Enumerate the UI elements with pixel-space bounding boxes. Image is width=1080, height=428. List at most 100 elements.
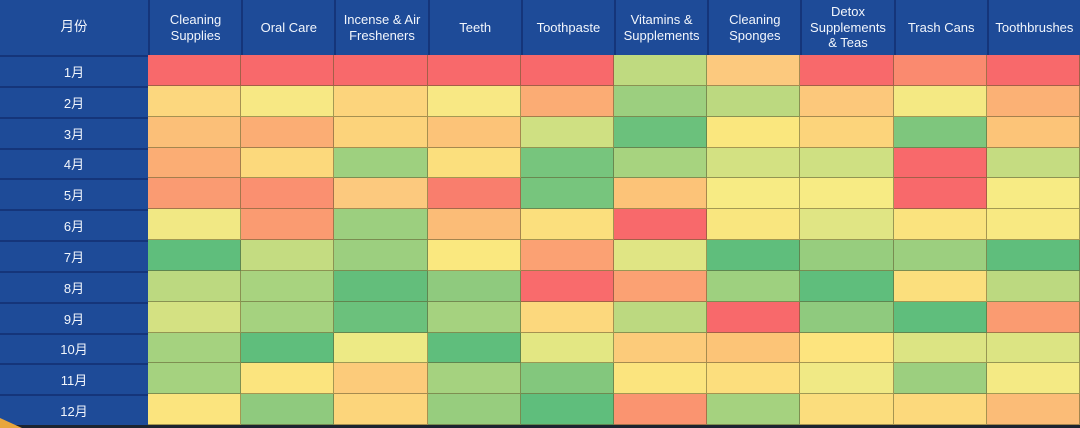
heatmap-cell[interactable]	[241, 240, 335, 271]
heatmap-cell[interactable]	[800, 147, 894, 179]
heatmap-cell[interactable]	[334, 209, 428, 240]
heatmap-cell[interactable]	[707, 394, 801, 425]
heatmap-cell[interactable]	[427, 363, 521, 395]
heatmap-cell[interactable]	[427, 85, 521, 117]
heatmap-cell[interactable]	[148, 363, 242, 395]
heatmap-cell[interactable]	[613, 85, 708, 117]
heatmap-cell[interactable]	[707, 363, 801, 395]
heatmap-cell[interactable]	[241, 332, 335, 364]
heatmap-cell[interactable]	[893, 332, 987, 364]
heatmap-cell[interactable]	[800, 178, 894, 210]
heatmap-cell[interactable]	[520, 147, 614, 179]
heatmap-cell[interactable]	[893, 363, 987, 395]
heatmap-cell[interactable]	[986, 209, 1080, 240]
heatmap-cell[interactable]	[241, 363, 335, 395]
heatmap-cell[interactable]	[707, 85, 801, 117]
heatmap-cell[interactable]	[241, 301, 335, 333]
heatmap-cell[interactable]	[893, 85, 987, 117]
heatmap-cell[interactable]	[707, 240, 801, 271]
heatmap-cell[interactable]	[613, 363, 708, 395]
heatmap-cell[interactable]	[520, 85, 614, 117]
heatmap-cell[interactable]	[800, 301, 894, 333]
heatmap-cell[interactable]	[800, 332, 894, 364]
heatmap-cell[interactable]	[707, 270, 801, 302]
heatmap-cell[interactable]	[893, 55, 987, 86]
heatmap-cell[interactable]	[334, 147, 428, 179]
heatmap-cell[interactable]	[334, 363, 428, 395]
heatmap-cell[interactable]	[707, 178, 801, 210]
heatmap-cell[interactable]	[427, 209, 521, 240]
heatmap-cell[interactable]	[427, 240, 521, 271]
heatmap-cell[interactable]	[893, 270, 987, 302]
heatmap-cell[interactable]	[148, 270, 242, 302]
heatmap-cell[interactable]	[148, 178, 242, 210]
heatmap-cell[interactable]	[334, 116, 428, 148]
heatmap-cell[interactable]	[334, 55, 428, 86]
heatmap-cell[interactable]	[986, 301, 1080, 333]
heatmap-cell[interactable]	[800, 240, 894, 271]
heatmap-cell[interactable]	[241, 270, 335, 302]
heatmap-cell[interactable]	[520, 116, 614, 148]
heatmap-cell[interactable]	[707, 116, 801, 148]
heatmap-cell[interactable]	[241, 178, 335, 210]
heatmap-cell[interactable]	[893, 178, 987, 210]
heatmap-cell[interactable]	[241, 55, 335, 86]
heatmap-cell[interactable]	[148, 301, 242, 333]
heatmap-cell[interactable]	[148, 209, 242, 240]
heatmap-cell[interactable]	[986, 363, 1080, 395]
heatmap-cell[interactable]	[986, 394, 1080, 425]
heatmap-cell[interactable]	[520, 240, 614, 271]
heatmap-cell[interactable]	[241, 147, 335, 179]
heatmap-cell[interactable]	[800, 363, 894, 395]
heatmap-cell[interactable]	[520, 55, 614, 86]
heatmap-cell[interactable]	[986, 332, 1080, 364]
heatmap-cell[interactable]	[334, 178, 428, 210]
heatmap-cell[interactable]	[148, 332, 242, 364]
heatmap-cell[interactable]	[334, 85, 428, 117]
heatmap-cell[interactable]	[334, 394, 428, 425]
heatmap-cell[interactable]	[986, 240, 1080, 271]
heatmap-cell[interactable]	[148, 116, 242, 148]
heatmap-cell[interactable]	[613, 178, 708, 210]
heatmap-cell[interactable]	[334, 270, 428, 302]
heatmap-cell[interactable]	[800, 85, 894, 117]
heatmap-cell[interactable]	[520, 394, 614, 425]
heatmap-cell[interactable]	[800, 270, 894, 302]
heatmap-cell[interactable]	[893, 394, 987, 425]
heatmap-cell[interactable]	[520, 178, 614, 210]
heatmap-cell[interactable]	[334, 240, 428, 271]
heatmap-cell[interactable]	[893, 301, 987, 333]
heatmap-cell[interactable]	[427, 55, 521, 86]
heatmap-cell[interactable]	[986, 55, 1080, 86]
heatmap-cell[interactable]	[148, 85, 242, 117]
heatmap-cell[interactable]	[613, 270, 708, 302]
heatmap-cell[interactable]	[613, 147, 708, 179]
heatmap-cell[interactable]	[613, 55, 708, 86]
heatmap-cell[interactable]	[148, 240, 242, 271]
heatmap-cell[interactable]	[148, 394, 242, 425]
heatmap-cell[interactable]	[613, 394, 708, 425]
heatmap-cell[interactable]	[241, 394, 335, 425]
heatmap-cell[interactable]	[613, 116, 708, 148]
heatmap-cell[interactable]	[613, 240, 708, 271]
heatmap-cell[interactable]	[800, 55, 894, 86]
heatmap-cell[interactable]	[520, 209, 614, 240]
heatmap-cell[interactable]	[241, 85, 335, 117]
heatmap-cell[interactable]	[148, 55, 242, 86]
heatmap-cell[interactable]	[707, 332, 801, 364]
heatmap-cell[interactable]	[986, 178, 1080, 210]
heatmap-cell[interactable]	[520, 363, 614, 395]
heatmap-cell[interactable]	[800, 394, 894, 425]
heatmap-cell[interactable]	[707, 301, 801, 333]
heatmap-cell[interactable]	[707, 55, 801, 86]
heatmap-cell[interactable]	[427, 178, 521, 210]
heatmap-cell[interactable]	[893, 147, 987, 179]
heatmap-cell[interactable]	[148, 147, 242, 179]
heatmap-cell[interactable]	[427, 147, 521, 179]
heatmap-cell[interactable]	[241, 116, 335, 148]
heatmap-cell[interactable]	[707, 147, 801, 179]
heatmap-cell[interactable]	[986, 147, 1080, 179]
heatmap-cell[interactable]	[427, 270, 521, 302]
heatmap-cell[interactable]	[334, 332, 428, 364]
heatmap-cell[interactable]	[427, 116, 521, 148]
